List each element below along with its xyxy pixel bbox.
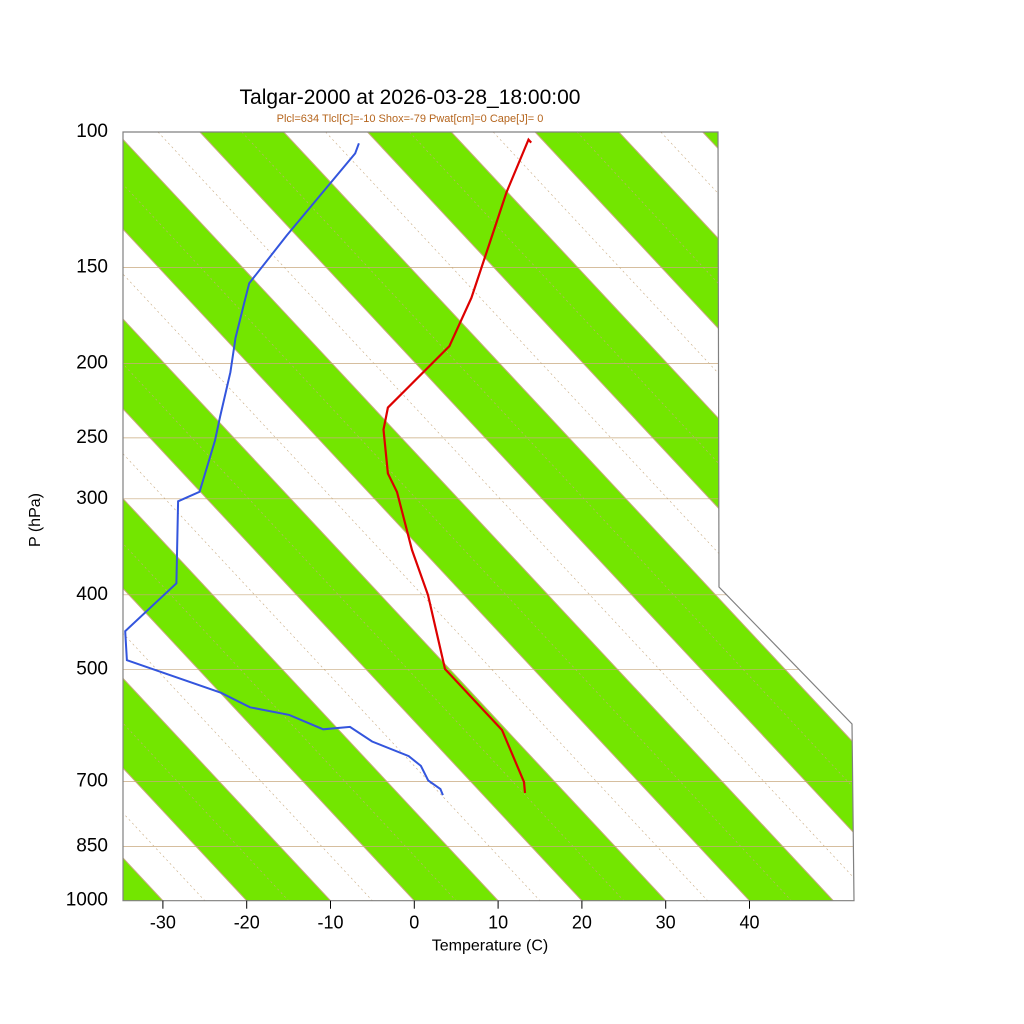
svg-text:850: 850 bbox=[76, 835, 108, 856]
svg-text:20: 20 bbox=[572, 913, 592, 933]
svg-text:200: 200 bbox=[76, 352, 108, 373]
svg-text:250: 250 bbox=[76, 427, 108, 448]
svg-text:700: 700 bbox=[76, 771, 108, 792]
svg-text:400: 400 bbox=[76, 584, 108, 605]
svg-text:Temperature (C): Temperature (C) bbox=[432, 938, 548, 955]
svg-text:-20: -20 bbox=[234, 913, 260, 933]
svg-text:1000: 1000 bbox=[66, 890, 108, 911]
svg-text:30: 30 bbox=[656, 913, 676, 933]
svg-text:Talgar-2000 at 2026-03-28_18:0: Talgar-2000 at 2026-03-28_18:00:00 bbox=[240, 86, 581, 109]
svg-text:P (hPa): P (hPa) bbox=[27, 493, 44, 547]
svg-text:-30: -30 bbox=[150, 913, 176, 933]
svg-text:Plcl=634 Tlcl[C]=-10 Shox=-79: Plcl=634 Tlcl[C]=-10 Shox=-79 Pwat[cm]=0… bbox=[277, 113, 544, 125]
svg-text:100: 100 bbox=[76, 121, 108, 142]
svg-text:150: 150 bbox=[76, 256, 108, 277]
svg-text:300: 300 bbox=[76, 488, 108, 509]
svg-text:-10: -10 bbox=[317, 913, 343, 933]
svg-text:500: 500 bbox=[76, 658, 108, 679]
svg-text:0: 0 bbox=[409, 913, 419, 933]
svg-text:40: 40 bbox=[739, 913, 759, 933]
svg-text:10: 10 bbox=[488, 913, 508, 933]
